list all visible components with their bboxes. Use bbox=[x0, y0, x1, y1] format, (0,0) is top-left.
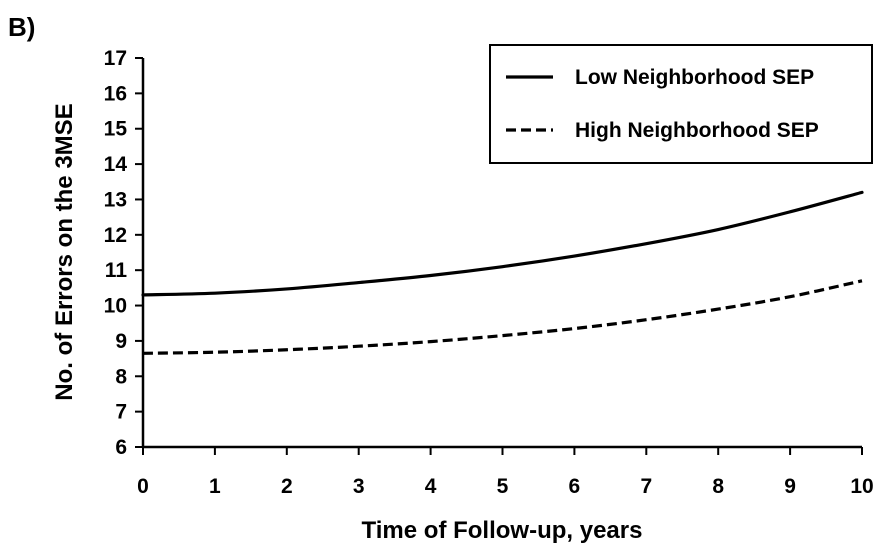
x-axis-title: Time of Follow-up, years bbox=[362, 517, 643, 544]
x-tick-label: 6 bbox=[569, 475, 581, 498]
series-layer bbox=[141, 190, 864, 355]
series-line-high-neighborhood-sep bbox=[142, 279, 863, 355]
y-ticks: 6 7 8 9 10 11 12 13 14 15 16 17 bbox=[104, 47, 143, 459]
y-tick-label: 17 bbox=[104, 47, 127, 70]
x-tick-label: 7 bbox=[640, 475, 652, 498]
panel-label: B) bbox=[8, 12, 35, 42]
legend-label-low-neighborhood-sep: Low Neighborhood SEP bbox=[575, 66, 814, 89]
x-tick-label: 10 bbox=[850, 475, 873, 498]
x-tick-label: 1 bbox=[209, 475, 221, 498]
y-tick-label: 13 bbox=[104, 188, 127, 211]
y-axis-title: No. of Errors on the 3MSE bbox=[51, 103, 78, 400]
x-tick-label: 9 bbox=[784, 475, 796, 498]
legend: Low Neighborhood SEP High Neighborhood SE… bbox=[489, 44, 873, 164]
y-tick-label: 8 bbox=[115, 365, 127, 388]
y-tick-label: 9 bbox=[115, 330, 127, 353]
y-tick-label: 6 bbox=[115, 436, 127, 459]
y-tick-label: 10 bbox=[104, 295, 127, 318]
y-tick-label: 11 bbox=[105, 259, 128, 282]
x-tick-label: 4 bbox=[425, 475, 437, 498]
legend-box bbox=[489, 44, 873, 164]
x-tick-label: 0 bbox=[137, 475, 149, 498]
x-tick-label: 2 bbox=[281, 475, 293, 498]
legend-label-high-neighborhood-sep: High Neighborhood SEP bbox=[575, 119, 819, 142]
x-tick-label: 3 bbox=[353, 475, 365, 498]
legend-items: Low Neighborhood SEP High Neighborhood SE… bbox=[506, 66, 819, 142]
y-tick-label: 16 bbox=[104, 82, 127, 105]
x-ticks: 0 1 2 3 4 5 6 7 8 9 10 bbox=[137, 447, 874, 498]
y-tick-label: 12 bbox=[104, 224, 127, 247]
x-tick-label: 8 bbox=[712, 475, 724, 498]
y-tick-label: 15 bbox=[104, 118, 128, 141]
series-line-low-neighborhood-sep bbox=[141, 190, 864, 297]
x-tick-label: 5 bbox=[497, 475, 509, 498]
y-tick-label: 14 bbox=[104, 153, 128, 176]
y-tick-label: 7 bbox=[115, 401, 127, 424]
